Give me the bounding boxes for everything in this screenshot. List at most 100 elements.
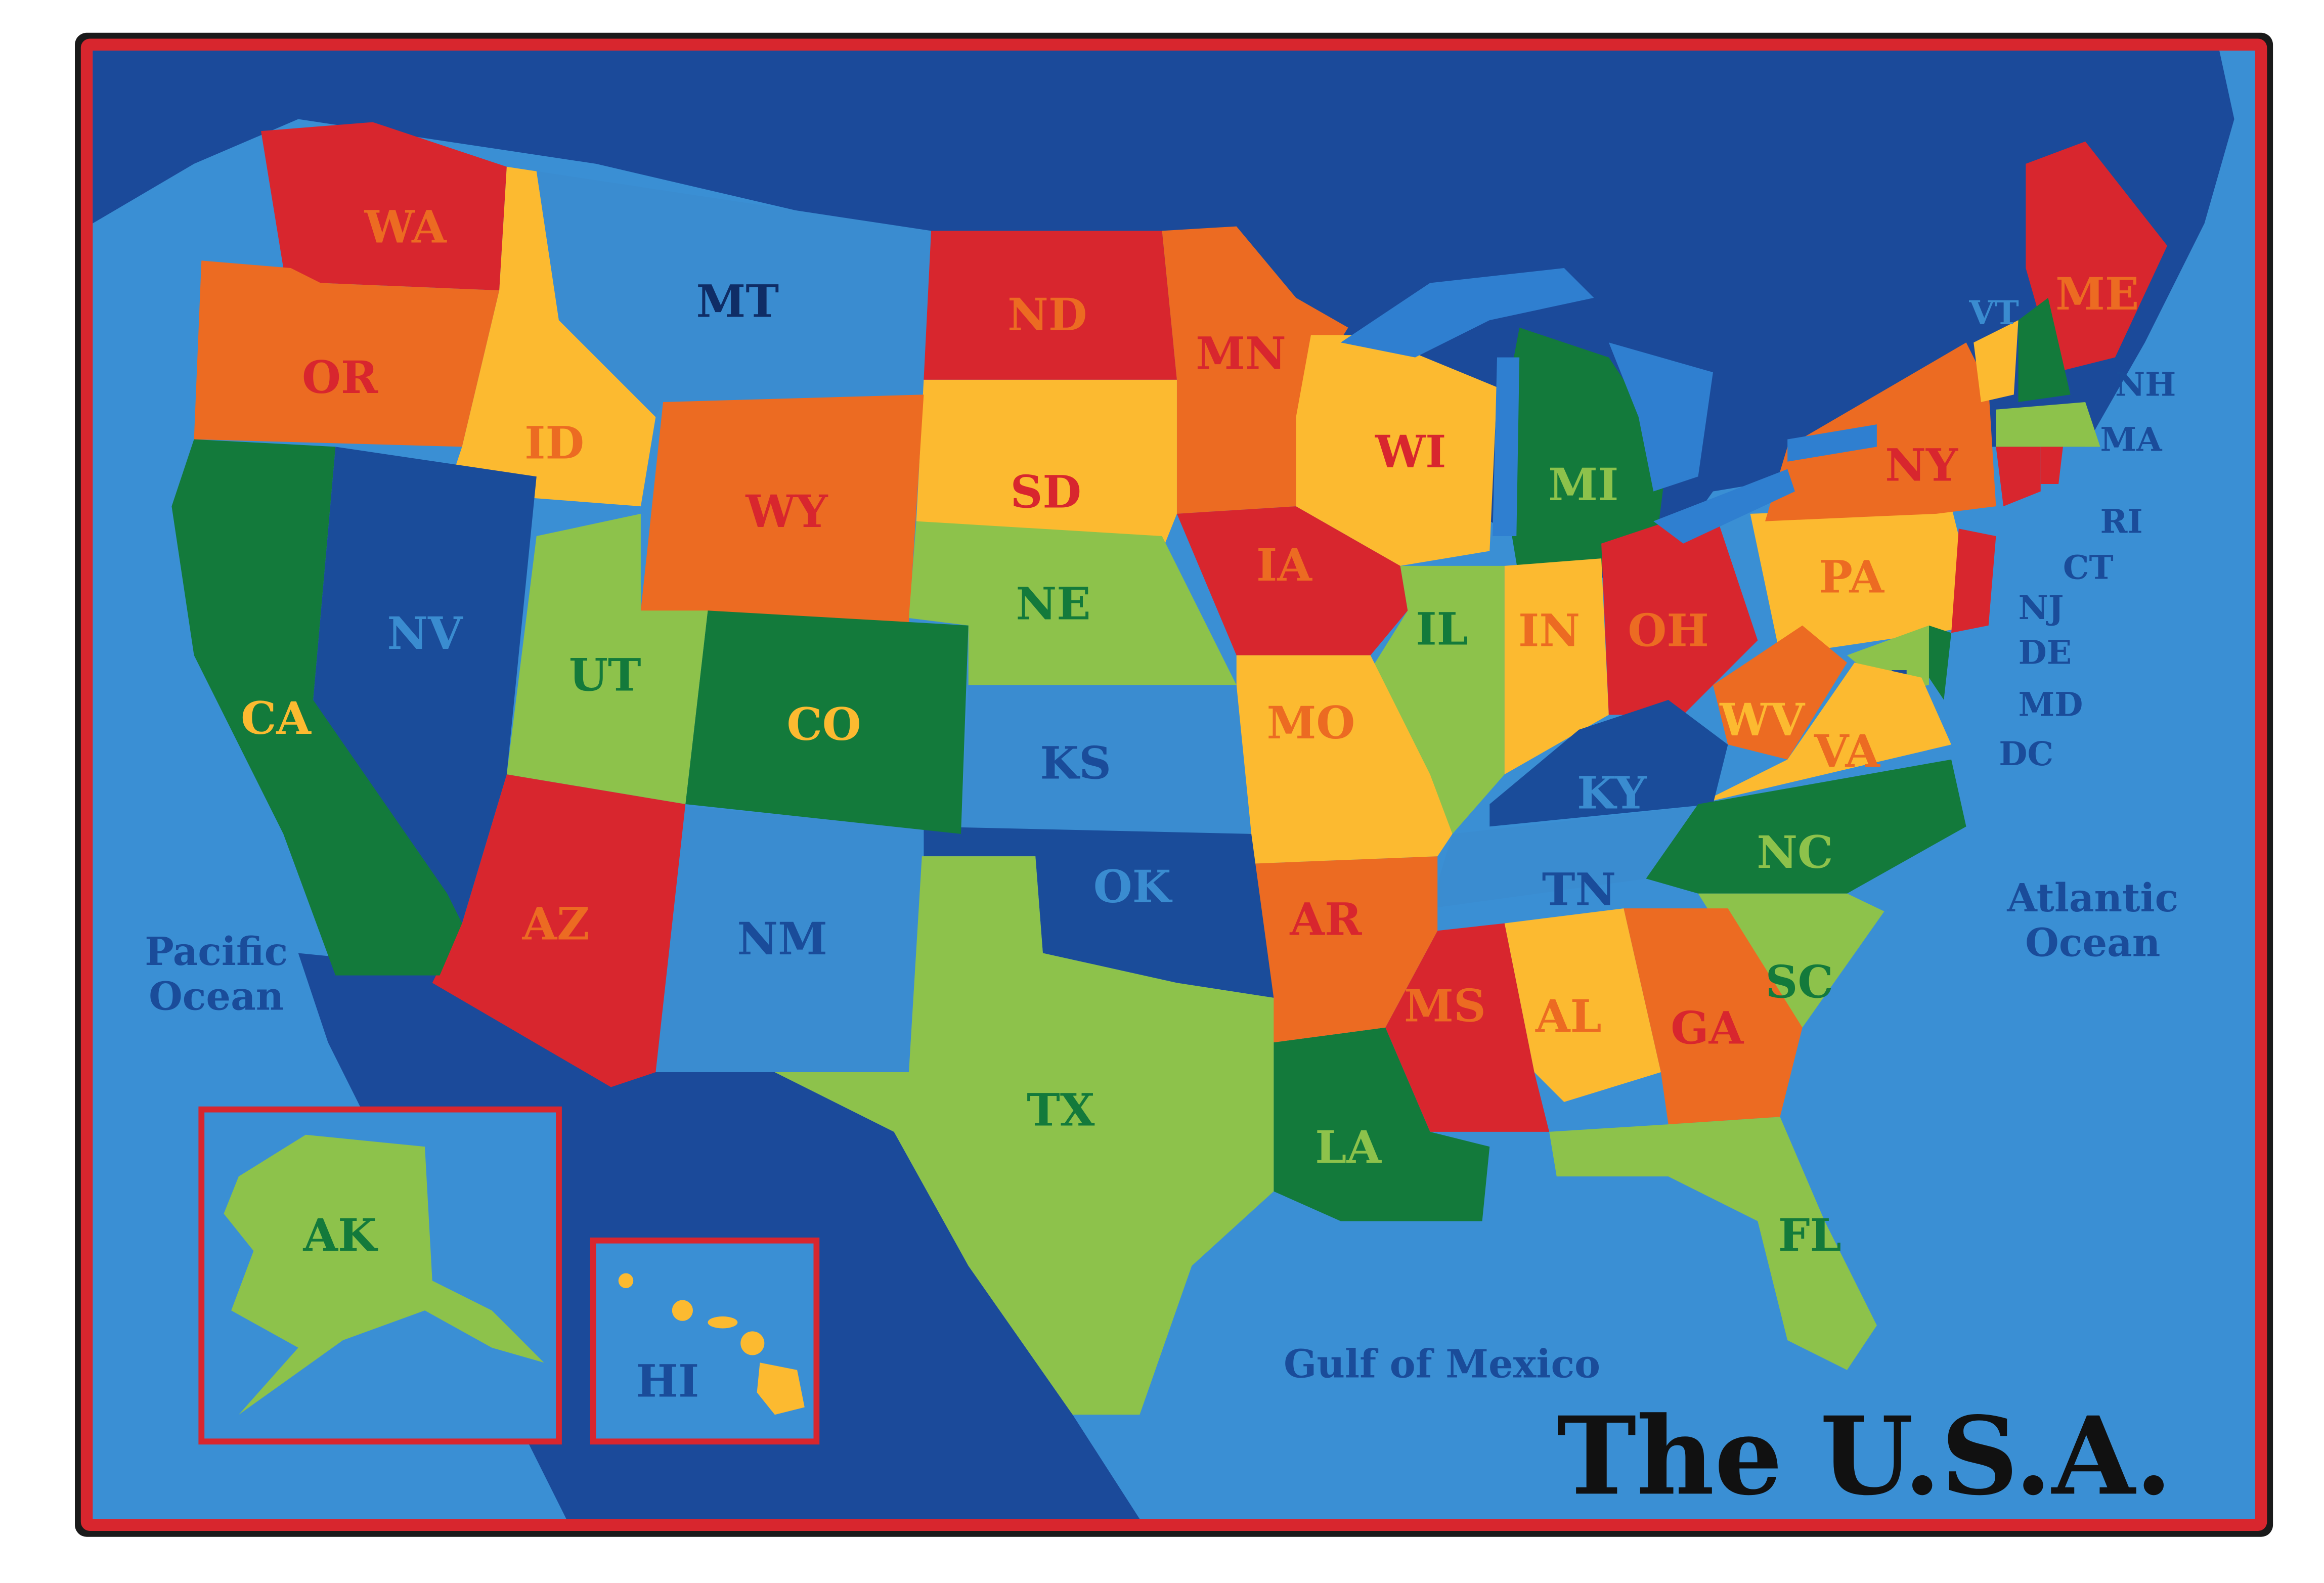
state-KY[interactable] bbox=[1489, 699, 1728, 827]
state-WY[interactable] bbox=[640, 394, 924, 626]
state-label-NC: NC bbox=[1757, 826, 1833, 878]
state-label-DE: DE bbox=[2019, 634, 2072, 672]
state-WV[interactable] bbox=[1713, 625, 1847, 760]
state-ND[interactable] bbox=[924, 231, 1177, 380]
gulf-of-mexico-label: Gulf of Mexico bbox=[1284, 1342, 1600, 1387]
lake-superior bbox=[1340, 268, 1594, 358]
state-label-OK: OK bbox=[1093, 860, 1173, 913]
atlantic-ocean-label-line1: Atlantic bbox=[2006, 875, 2178, 921]
lake-huron bbox=[1608, 342, 1713, 492]
state-OK[interactable] bbox=[924, 826, 1274, 998]
state-NJ[interactable] bbox=[1951, 529, 1996, 633]
hawaii-island-big bbox=[757, 1362, 805, 1415]
state-AZ[interactable] bbox=[432, 774, 686, 1087]
state-LA[interactable] bbox=[1274, 1027, 1490, 1221]
state-MO[interactable] bbox=[1236, 655, 1453, 864]
state-IN[interactable] bbox=[1504, 558, 1609, 775]
state-NH[interactable] bbox=[2018, 297, 2071, 403]
hawaii-island-maui bbox=[740, 1331, 765, 1355]
state-FL[interactable] bbox=[1549, 1117, 1877, 1370]
state-label-GA: GA bbox=[1671, 1002, 1744, 1054]
state-label-ND: ND bbox=[1007, 288, 1087, 341]
water-labels: Pacific Ocean Atlantic Ocean Gulf of Mex… bbox=[145, 875, 2178, 1387]
state-CO[interactable] bbox=[685, 610, 969, 834]
state-MT[interactable] bbox=[536, 171, 932, 417]
state-label-SD: SD bbox=[1011, 466, 1081, 518]
rug-title: The U.S.A. bbox=[1557, 1393, 2172, 1519]
state-label-ID: ID bbox=[524, 416, 584, 469]
state-label-AK: AK bbox=[302, 1209, 378, 1261]
state-label-AL: AL bbox=[1535, 990, 1602, 1042]
state-label-RI: RI bbox=[2100, 502, 2143, 541]
state-HI[interactable] bbox=[618, 1273, 805, 1415]
pacific-ocean-label-line2: Ocean bbox=[149, 974, 284, 1019]
state-MS[interactable] bbox=[1385, 923, 1550, 1132]
state-label-NJ: NJ bbox=[2019, 589, 2064, 627]
state-GA[interactable] bbox=[1624, 908, 1803, 1125]
state-label-CO: CO bbox=[786, 698, 861, 751]
state-NC[interactable] bbox=[1646, 759, 1966, 894]
state-SC[interactable] bbox=[1698, 893, 1884, 1028]
state-label-VT: VT bbox=[1968, 294, 2019, 332]
state-CA[interactable] bbox=[171, 439, 462, 976]
state-AR[interactable] bbox=[1251, 856, 1438, 1043]
state-CT[interactable] bbox=[1996, 447, 2041, 507]
states-layer bbox=[171, 122, 2168, 1415]
state-label-NV: NV bbox=[387, 607, 463, 659]
state-label-MN: MN bbox=[1196, 327, 1286, 380]
state-label-MT: MT bbox=[696, 275, 779, 328]
state-label-MD: MD bbox=[2019, 686, 2083, 724]
state-ME[interactable] bbox=[2026, 141, 2168, 373]
state-MA[interactable] bbox=[1996, 402, 2100, 447]
state-label-IL: IL bbox=[1416, 602, 1468, 655]
state-label-HI: HI bbox=[636, 1354, 699, 1407]
state-label-NY: NY bbox=[1885, 439, 1958, 492]
state-label-MA: MA bbox=[2100, 421, 2163, 459]
state-label-AR: AR bbox=[1289, 893, 1362, 946]
state-VT[interactable] bbox=[1974, 320, 2019, 403]
state-label-MI: MI bbox=[1548, 458, 1618, 511]
state-PA[interactable] bbox=[1750, 506, 1981, 655]
state-label-NE: NE bbox=[1016, 577, 1091, 630]
hawaii-island-oahu bbox=[672, 1300, 693, 1321]
state-label-TN: TN bbox=[1542, 863, 1616, 916]
state-MI[interactable] bbox=[1497, 327, 1669, 581]
state-NM[interactable] bbox=[655, 804, 924, 1073]
lake-erie bbox=[1653, 469, 1795, 544]
state-NY[interactable] bbox=[1765, 342, 1996, 521]
state-label-MO: MO bbox=[1267, 696, 1355, 749]
state-label-FL: FL bbox=[1778, 1209, 1841, 1261]
state-ID[interactable] bbox=[447, 166, 656, 507]
state-OH[interactable] bbox=[1601, 506, 1758, 715]
state-IL[interactable] bbox=[1370, 565, 1505, 834]
state-SD[interactable] bbox=[916, 379, 1177, 551]
state-label-AZ: AZ bbox=[522, 897, 590, 950]
state-NV[interactable] bbox=[313, 447, 537, 953]
state-UT[interactable] bbox=[506, 513, 708, 805]
state-label-OH: OH bbox=[1628, 604, 1708, 656]
state-label-IA: IA bbox=[1256, 539, 1312, 591]
state-IA[interactable] bbox=[1176, 506, 1408, 655]
state-NE[interactable] bbox=[908, 521, 1237, 685]
state-OR[interactable] bbox=[194, 260, 500, 447]
state-label-TX: TX bbox=[1027, 1083, 1095, 1136]
state-AK[interactable] bbox=[224, 1134, 544, 1415]
hawaii-island-molokai bbox=[708, 1316, 738, 1329]
lake-ontario bbox=[1787, 424, 1877, 462]
state-label-UT: UT bbox=[569, 649, 641, 701]
state-WI[interactable] bbox=[1296, 335, 1498, 566]
state-TX[interactable] bbox=[760, 856, 1274, 1415]
state-TN[interactable] bbox=[1430, 804, 1713, 909]
state-label-KY: KY bbox=[1577, 766, 1647, 819]
atlantic-ocean-label-line2: Ocean bbox=[2025, 920, 2160, 965]
hawaii-inset bbox=[590, 1237, 820, 1445]
state-label-PA: PA bbox=[1819, 550, 1885, 603]
state-DE[interactable] bbox=[1928, 625, 1952, 700]
state-WA[interactable] bbox=[261, 122, 507, 291]
state-KS[interactable] bbox=[960, 685, 1252, 834]
state-VA[interactable] bbox=[1698, 663, 1952, 805]
state-AL[interactable] bbox=[1504, 908, 1661, 1102]
state-RI[interactable] bbox=[2040, 447, 2063, 484]
lake-michigan bbox=[1493, 357, 1520, 537]
